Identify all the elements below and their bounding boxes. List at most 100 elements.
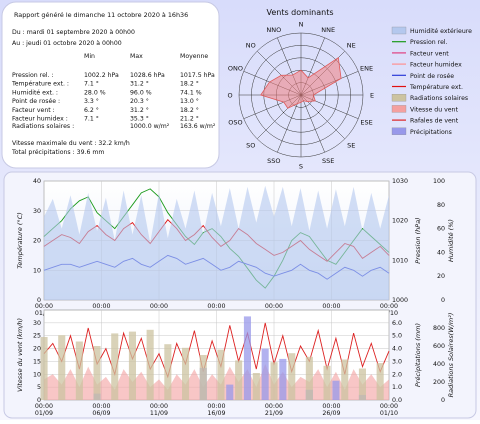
x-tick-label: 00:00: [322, 303, 340, 310]
right-tick-label: 1.0: [392, 384, 402, 391]
legend-label: Facteur humidex: [410, 62, 462, 69]
wind-rose: N NNE NE ENE E ESE SE SSE S SSO SO OSO O ONO NO NNO: [227, 21, 374, 171]
summary-text: Rapport généré le dimanche 11 octobre 20…: [11, 11, 216, 156]
right2-axis-title: Radiations Solaires(W/m²): [447, 313, 455, 398]
series-precipitations-bar: [261, 348, 269, 400]
x-tick-label: 00:00: [265, 403, 283, 410]
series-radiations-solaires-bar: [75, 341, 83, 400]
x-tick-label: 00:00: [207, 303, 225, 310]
summary-row-min: 28.0 %: [84, 89, 106, 96]
period-from: Du : mardi 01 septembre 2020 à 00h00: [12, 28, 135, 36]
wind-max: Vitesse maximale du vent : 32.2 km/h: [12, 140, 130, 147]
x-tick-label: 00:00: [35, 403, 53, 410]
legend-label: Facteur vent: [410, 50, 449, 57]
left-tick-label: 20: [33, 238, 41, 245]
right-axis-title: Précipitations (mm): [414, 323, 422, 387]
x-tick-label: 00:00: [207, 403, 225, 410]
right2-tick-label: 20: [437, 273, 445, 280]
right-tick-label: 4.0: [392, 346, 402, 353]
legend-label: Vitesse du vent: [410, 106, 458, 113]
series-humidite-exterieure-area: [44, 185, 389, 300]
x-tick-label: 16/09: [207, 410, 225, 417]
wind-direction-label: SSO: [267, 157, 280, 165]
summary-row-label: Température ext. :: [11, 80, 69, 88]
summary-row-min: 7.1 °: [84, 80, 99, 88]
right2-tick-label: 100: [433, 178, 445, 185]
wind-direction-label: ENE: [360, 64, 373, 72]
summary-row-min: 6.2 °: [84, 106, 99, 114]
period-to: Au : jeudi 01 octobre 2020 à 00h00: [12, 39, 122, 47]
legend-swatch: [391, 94, 407, 102]
legend-swatch: [391, 105, 407, 113]
x-tick-label: 06/09: [92, 410, 110, 417]
right-tick-label: 1000: [392, 297, 408, 304]
x-tick-label: 00:00: [150, 303, 168, 310]
right2-tick-label: 600: [433, 343, 445, 350]
legend-label: Pression rel.: [410, 39, 448, 46]
wind-direction-label: SSE: [322, 157, 334, 165]
wind-direction-label: NNO: [266, 26, 281, 34]
legend-label: Température ext.: [409, 83, 463, 91]
right2-tick-label: 80: [437, 202, 445, 209]
right-axis-title: Pression (hPa): [414, 217, 422, 263]
series-radiations-solaires-bar: [58, 335, 66, 400]
x-tick-label: 00:00: [35, 303, 53, 310]
series-radiations-solaires-bar: [182, 347, 190, 400]
wind-rose-spoke: [300, 94, 346, 140]
wind-direction-label: NNE: [321, 26, 335, 34]
summary-row-average: 13.0 °: [180, 97, 199, 105]
series-radiations-solaires-bar: [376, 363, 384, 400]
left-tick-label: 20: [33, 346, 41, 353]
x-tick-label: 00:00: [265, 303, 283, 310]
summary-row-average: 18.2 °: [180, 80, 199, 88]
left-axis-title: Température (°C): [16, 212, 24, 269]
series-radiations-solaires-bar: [305, 356, 313, 400]
summary-rows: Pression rel. : 1002.2 hPa 1028.6 hPa 1017.…: [11, 72, 215, 123]
x-tick-label: 00:00: [150, 403, 168, 410]
temperature-pressure-chart: 00:0001/0900:0006/0900:0011/0900:0016/09…: [16, 178, 455, 317]
solar-max: 1000.0 w/m²: [130, 123, 170, 130]
right-tick-label: 1030: [392, 178, 408, 185]
right2-tick-label: 400: [433, 361, 445, 368]
wind-direction-label: SE: [347, 142, 355, 150]
report-title: Rapport généré le dimanche 11 octobre 20…: [14, 11, 188, 19]
legend-label: Point de rosée: [410, 72, 454, 80]
wind-direction-label: ESE: [360, 119, 372, 127]
summary-row-average: 21.2 °: [180, 115, 199, 123]
series-radiations-solaires-bar: [199, 355, 207, 400]
x-tick-label: 00:00: [322, 403, 340, 410]
series-radiations-solaires-bar: [235, 360, 243, 400]
summary-row-average: 74.1 %: [180, 89, 202, 96]
summary-row-max: 20.3 °: [130, 97, 149, 105]
summary-row-min: 3.3 °: [84, 97, 99, 105]
wind-direction-label: SO: [246, 142, 255, 150]
summary-row-max: 96.0 %: [130, 89, 152, 96]
wind-rose-title: Vents dominants: [266, 8, 333, 17]
precip-total: Total précipitations : 39.6 mm: [11, 148, 104, 156]
left-tick-label: 0: [37, 397, 41, 404]
column-average: Moyenne: [180, 53, 208, 60]
summary-row-label: Humidité ext. :: [12, 88, 58, 96]
left-tick-label: 10: [33, 267, 41, 274]
x-tick-label: 26/09: [322, 410, 340, 417]
right2-tick-label: 60: [437, 226, 445, 233]
wind-direction-label: NO: [246, 41, 256, 49]
right-tick-label: 1010: [392, 257, 408, 264]
wind-direction-label: O: [227, 92, 232, 100]
left-tick-label: 15: [33, 358, 41, 365]
summary-row-max: 31.2 °: [130, 80, 149, 88]
summary-row-max: 1028.6 hPa: [130, 72, 165, 79]
series-radiations-solaires-bar: [40, 337, 48, 400]
left-tick-label: 25: [33, 333, 41, 340]
left-tick-label: 30: [33, 320, 41, 327]
left-tick-label: 5: [37, 384, 41, 391]
series-rafales-de-vent-line: [43, 322, 390, 379]
x-tick-label: 00:00: [380, 403, 398, 410]
right-tick-label: 5.0: [392, 333, 402, 340]
series-precipitations-bar: [226, 384, 234, 400]
series-radiations-solaires-bar: [323, 365, 331, 400]
summary-panel: [1, 1, 220, 169]
series-radiations-solaires-bar: [217, 349, 225, 400]
x-tick-label: 01/09: [35, 410, 53, 417]
